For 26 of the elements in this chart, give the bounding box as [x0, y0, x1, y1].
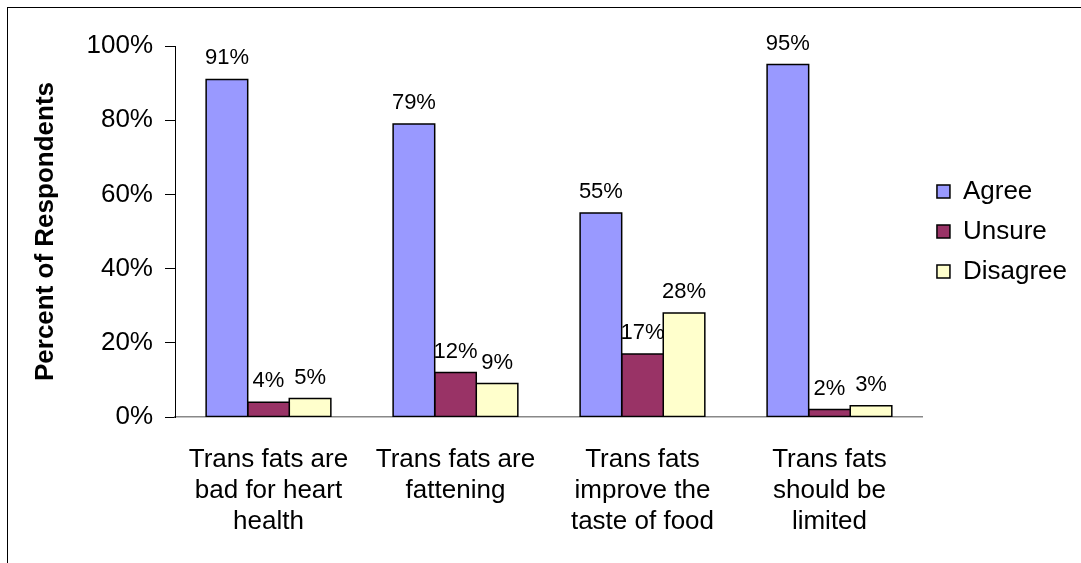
data-label: 2% [813, 374, 846, 400]
data-label: 3% [855, 370, 887, 396]
data-label: 9% [481, 348, 513, 374]
data-label: 79% [391, 88, 436, 114]
y-tick-label: 100% [86, 29, 153, 60]
y-tick-label: 80% [100, 103, 153, 134]
y-tick-label: 0% [115, 400, 153, 431]
x-tick-label: Trans fats should be limited [772, 442, 887, 536]
data-label: 28% [662, 278, 707, 304]
y-axis-title: Percent of Respondents [28, 81, 59, 382]
data-label: 17% [620, 318, 665, 344]
y-tick-label: 20% [100, 325, 153, 356]
x-tick-label: Trans fats are bad for heart health [188, 442, 349, 536]
data-label: 91% [204, 44, 249, 70]
data-label: 5% [294, 363, 326, 389]
data-label: 4% [252, 367, 285, 393]
legend-label: Disagree [962, 254, 1068, 285]
y-tick-label: 60% [100, 177, 153, 208]
x-tick-label: Trans fats improve the taste of food [570, 442, 715, 536]
data-label: 55% [578, 178, 623, 204]
legend-label: Unsure [962, 214, 1047, 245]
x-tick-label: Trans fats are fattening [375, 442, 536, 504]
data-label: 12% [433, 337, 478, 363]
legend-label: Agree [962, 174, 1033, 205]
y-tick-label: 40% [100, 251, 153, 282]
data-label: 95% [765, 29, 810, 55]
